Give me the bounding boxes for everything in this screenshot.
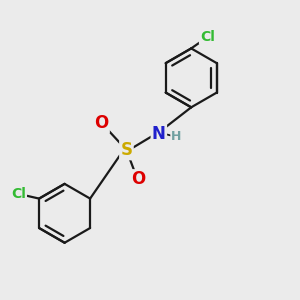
Text: Cl: Cl xyxy=(200,30,215,44)
Text: O: O xyxy=(94,115,109,133)
Text: S: S xyxy=(120,141,132,159)
Text: N: N xyxy=(152,125,166,143)
Text: O: O xyxy=(131,170,145,188)
Text: H: H xyxy=(171,130,182,143)
Text: Cl: Cl xyxy=(11,187,26,201)
